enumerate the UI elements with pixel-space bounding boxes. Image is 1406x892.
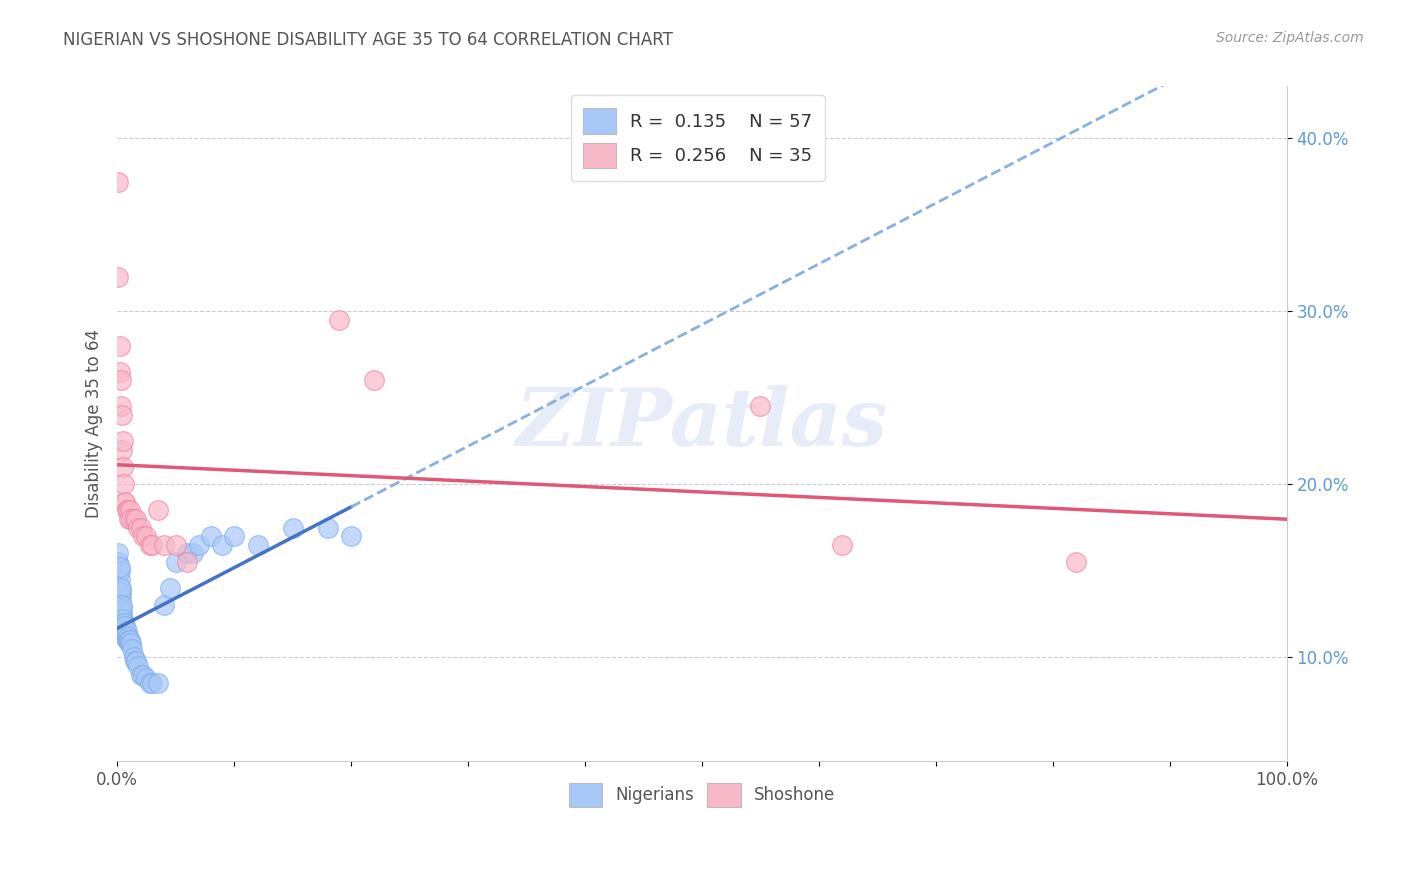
Point (1064, 555, 1087, 569)
Point (112, 434, 135, 448)
Point (122, 512, 145, 526)
Point (115, 624, 138, 639)
Point (135, 671, 157, 685)
Point (328, 313, 350, 327)
Point (181, 546, 204, 560)
Point (111, 602, 134, 616)
Point (114, 630, 136, 644)
Point (153, 538, 176, 552)
Point (108, 573, 131, 587)
Point (108, 564, 131, 578)
Point (115, 628, 138, 642)
Point (110, 584, 132, 599)
Point (127, 659, 149, 673)
Point (111, 442, 134, 457)
Point (107, 555, 129, 569)
Point (165, 538, 187, 552)
Text: ZIPatlas: ZIPatlas (516, 385, 889, 462)
Point (340, 529, 363, 543)
Point (135, 529, 157, 543)
Point (165, 555, 187, 569)
Point (110, 599, 132, 613)
Point (110, 374, 132, 388)
Point (132, 529, 155, 543)
Point (129, 520, 152, 534)
Point (118, 632, 141, 647)
Point (111, 607, 134, 621)
Point (146, 503, 169, 517)
Point (115, 503, 138, 517)
Point (108, 581, 131, 595)
Point (110, 590, 132, 604)
Point (114, 619, 136, 633)
Point (112, 460, 135, 475)
Point (176, 546, 198, 560)
Point (139, 538, 162, 552)
Point (112, 624, 135, 639)
Point (153, 599, 176, 613)
Point (107, 546, 129, 560)
Text: Source: ZipAtlas.com: Source: ZipAtlas.com (1216, 31, 1364, 45)
Point (114, 494, 136, 508)
Point (125, 654, 148, 668)
Text: NIGERIAN VS SHOSHONE DISABILITY AGE 35 TO 64 CORRELATION CHART: NIGERIAN VS SHOSHONE DISABILITY AGE 35 T… (63, 31, 673, 49)
Point (159, 581, 181, 595)
Point (112, 612, 135, 626)
Point (121, 641, 143, 656)
Point (107, 269, 129, 284)
Point (112, 615, 135, 630)
Point (117, 630, 139, 644)
Point (132, 667, 155, 681)
Point (200, 529, 222, 543)
Point (146, 676, 169, 690)
Point (112, 619, 135, 633)
Y-axis label: Disability Age 35 to 64: Disability Age 35 to 64 (86, 329, 103, 518)
Point (110, 400, 132, 414)
Point (749, 400, 772, 414)
Point (118, 512, 141, 526)
Point (124, 654, 146, 668)
Point (111, 599, 134, 613)
Point (112, 477, 135, 491)
Point (111, 408, 134, 422)
Point (112, 619, 135, 633)
Point (127, 520, 149, 534)
Point (831, 538, 853, 552)
Point (108, 339, 131, 353)
Point (111, 615, 134, 630)
Point (117, 632, 139, 647)
Point (176, 555, 198, 569)
Point (118, 503, 141, 517)
Point (120, 636, 142, 650)
Point (118, 636, 141, 650)
Point (108, 560, 131, 574)
Point (188, 538, 211, 552)
Point (224, 529, 246, 543)
Point (110, 581, 132, 595)
Point (125, 512, 148, 526)
Point (363, 374, 385, 388)
Legend: Nigerians, Shoshone: Nigerians, Shoshone (562, 777, 842, 814)
Point (211, 538, 233, 552)
Point (246, 538, 269, 552)
Point (112, 494, 135, 508)
Point (141, 676, 163, 690)
Point (112, 624, 135, 639)
Point (316, 520, 339, 534)
Point (122, 650, 145, 665)
Point (117, 503, 139, 517)
Point (108, 365, 131, 379)
Point (112, 615, 135, 630)
Point (115, 632, 138, 647)
Point (129, 667, 152, 681)
Point (281, 520, 304, 534)
Point (139, 676, 162, 690)
Point (120, 512, 142, 526)
Point (107, 174, 129, 188)
Point (118, 632, 141, 647)
Point (114, 624, 136, 639)
Point (141, 538, 163, 552)
